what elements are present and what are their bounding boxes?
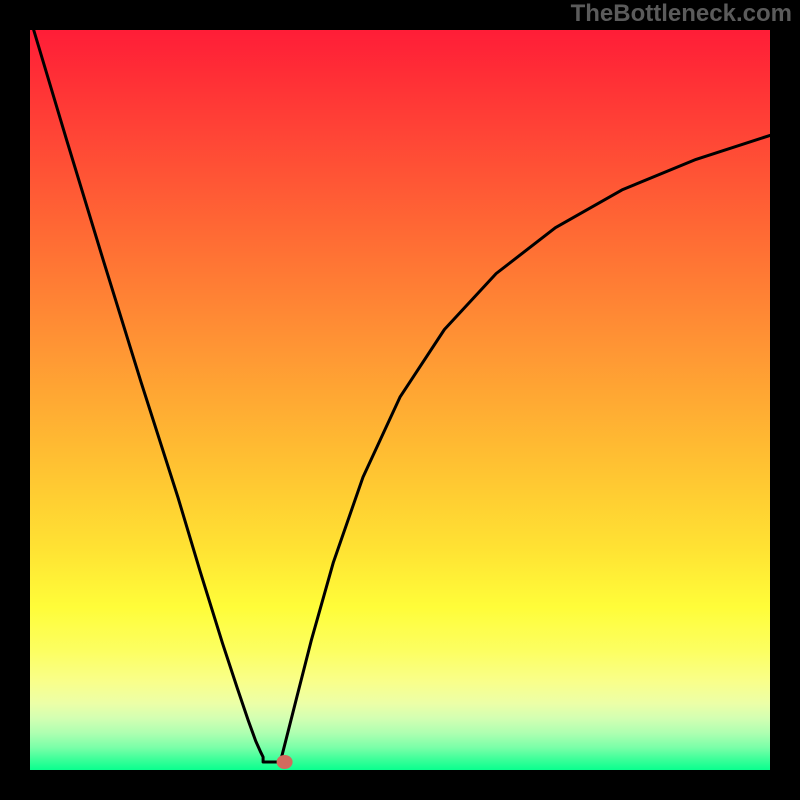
chart-frame: TheBottleneck.com bbox=[0, 0, 800, 800]
watermark-text: TheBottleneck.com bbox=[571, 0, 792, 28]
plot-area bbox=[30, 30, 770, 770]
